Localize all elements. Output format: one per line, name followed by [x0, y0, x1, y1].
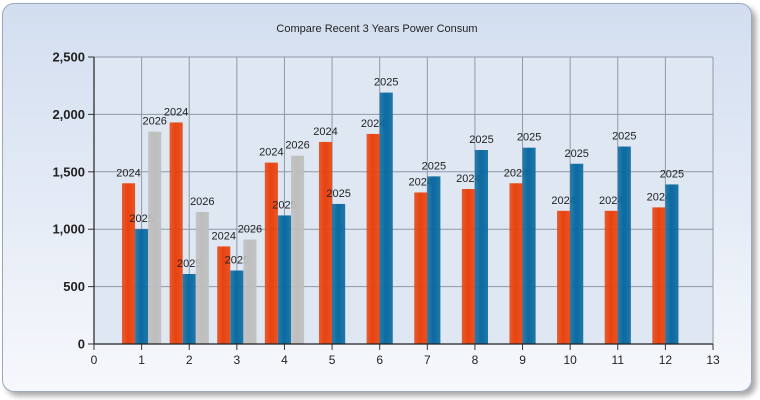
- chart-title: Compare Recent 3 Years Power Consum: [276, 23, 478, 35]
- data-label-2025-12: 2025: [660, 168, 684, 180]
- bar-2025-11: [617, 146, 631, 344]
- bar-2025-9: [522, 147, 536, 344]
- y-tick-label: 1,000: [52, 222, 85, 237]
- bar-2025-6: [379, 92, 393, 344]
- data-label-2025-5: 2025: [326, 188, 350, 200]
- bar-2025-10: [570, 163, 584, 344]
- data-label-2025-1: 2025: [129, 213, 153, 225]
- data-label-2024-4: 2024: [259, 147, 283, 159]
- data-label-2026-4: 2026: [285, 140, 309, 152]
- data-label-2024-1: 2024: [116, 167, 140, 179]
- bar-2025-7: [427, 176, 441, 344]
- bar-2024-2: [169, 122, 183, 344]
- data-label-2024-3: 2024: [212, 230, 236, 242]
- bar-2024-4: [264, 162, 278, 344]
- x-tick-label: 3: [234, 353, 241, 367]
- data-label-2025-10: 2025: [564, 148, 588, 160]
- y-tick-label: 500: [63, 279, 85, 294]
- x-tick-label: 7: [424, 353, 431, 367]
- y-tick-label: 2,500: [52, 50, 85, 65]
- data-label-2025-6: 2025: [374, 77, 398, 89]
- x-tick-label: 10: [563, 353, 577, 367]
- bar-2025-3: [230, 270, 244, 344]
- bar-2024-6: [366, 133, 380, 344]
- x-tick-label: 4: [281, 353, 288, 367]
- x-tick-label: 1: [138, 353, 145, 367]
- y-tick-label: 1,500: [52, 164, 85, 179]
- x-tick-label: 12: [659, 353, 673, 367]
- x-tick-label: 8: [472, 353, 479, 367]
- x-tick-label: 0: [91, 353, 98, 367]
- data-label-2025-2: 2025: [177, 258, 201, 270]
- x-tick-label: 9: [519, 353, 526, 367]
- bar-2025-2: [182, 273, 196, 344]
- bar-2025-5: [332, 203, 346, 344]
- x-tick-label: 2: [186, 353, 193, 367]
- y-tick-label: 2,000: [52, 107, 85, 122]
- bar-2024-10: [557, 210, 571, 344]
- x-tick-label: 5: [329, 353, 336, 367]
- bar-2024-8: [461, 189, 475, 344]
- bar-2024-12: [652, 207, 666, 344]
- data-label-2025-8: 2025: [469, 134, 493, 146]
- data-label-2024-9: 2024: [504, 167, 528, 179]
- data-label-2026-2: 2026: [190, 196, 214, 208]
- data-label-2024-2: 2024: [164, 106, 188, 118]
- bar-2025-12: [665, 184, 679, 344]
- data-label-2024-12: 2024: [647, 191, 671, 203]
- data-label-2025-9: 2025: [517, 132, 541, 144]
- bar-2024-1: [121, 183, 136, 344]
- bar-2024-5: [318, 141, 333, 344]
- bar-2026-3: [243, 239, 257, 344]
- data-label-2024-8: 2024: [456, 173, 480, 185]
- data-label-2024-10: 2024: [551, 195, 575, 207]
- bar-2026-4: [291, 155, 305, 344]
- bar-2024-9: [509, 183, 523, 344]
- bar-2024-11: [604, 210, 618, 344]
- x-tick-label: 13: [706, 353, 720, 367]
- y-tick-label: 0: [78, 337, 85, 352]
- bar-2024-3: [217, 246, 231, 344]
- data-label-2025-4: 2025: [272, 199, 296, 211]
- bar-2026-2: [195, 211, 209, 344]
- data-label-2026-1: 2026: [142, 116, 166, 128]
- bar-2025-4: [277, 215, 291, 344]
- data-label-2024-5: 2024: [313, 126, 337, 138]
- data-label-2024-7: 2024: [409, 176, 433, 188]
- data-label-2025-11: 2025: [612, 131, 636, 143]
- data-label-2025-7: 2025: [422, 160, 446, 172]
- bar-2024-7: [414, 192, 428, 344]
- bar-2025-1: [135, 229, 149, 344]
- data-label-2024-11: 2024: [599, 195, 623, 207]
- data-label-2026-3: 2026: [238, 224, 262, 236]
- chart-frame: Compare Recent 3 Years Power Consum 0 500…: [2, 3, 752, 392]
- bar-2025-8: [474, 149, 489, 344]
- x-tick-label: 6: [376, 353, 383, 367]
- x-tick-label: 11: [612, 353, 625, 367]
- data-label-2024-6: 2024: [361, 118, 385, 130]
- data-label-2025-3: 2025: [225, 255, 249, 267]
- bar-2026-1: [148, 131, 162, 344]
